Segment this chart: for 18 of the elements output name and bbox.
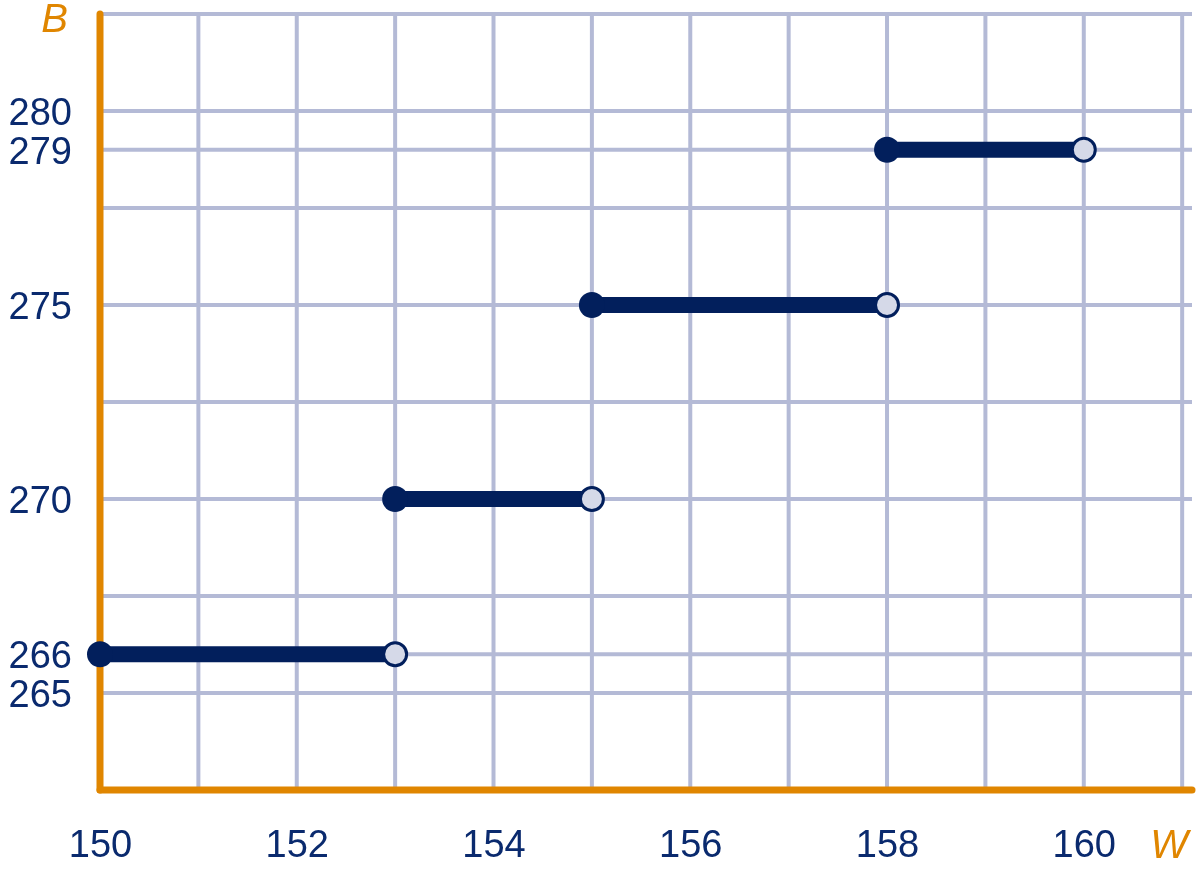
y-tick-label: 270 [8,478,72,521]
y-axis-title: B [41,0,68,40]
x-tick-label: 156 [659,822,723,865]
point [578,292,605,318]
x-tick-label: 154 [462,822,526,865]
x-axis-title: W [1150,822,1192,866]
x-tick-label: 150 [68,822,133,865]
point [874,292,901,318]
x-tick-label: 152 [265,822,329,865]
x-tick-label: 160 [1052,822,1116,865]
point [87,641,113,668]
x-tick-label: 158 [855,822,920,865]
point [874,136,901,163]
y-tick-label: 275 [8,284,72,327]
point [578,486,605,512]
point [382,486,409,512]
point [382,641,409,668]
point [1070,136,1097,163]
